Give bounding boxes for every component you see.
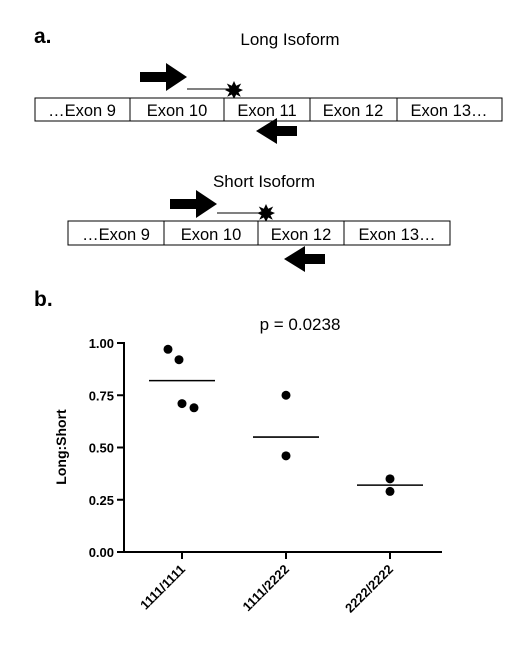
y-tick-label: 0.00 — [89, 545, 114, 560]
data-point — [177, 399, 187, 409]
panel-b-label: b. — [34, 288, 53, 311]
y-tick-label: 0.75 — [89, 388, 114, 403]
long-reverse-primer-arrow — [256, 118, 297, 144]
long-exon-label-1: …Exon 9 — [48, 102, 116, 120]
short-isoform: Short Isoform …Exon 9 Exon 10 Exon 12 Ex… — [67, 172, 451, 272]
short-exon-box-4 — [343, 220, 451, 246]
y-axis-label: Long:Short — [53, 409, 69, 485]
long-probe-star-icon — [225, 81, 243, 99]
long-isoform: Long Isoform …Exon 9 Exon 10 Exon 11 Exo… — [34, 30, 503, 144]
long-forward-primer-arrow — [140, 63, 187, 91]
short-exon-label-3: Exon 12 — [271, 226, 332, 244]
x-tick-label: 1111/2222 — [240, 562, 293, 615]
long-exon-label-5: Exon 13… — [410, 102, 487, 120]
data-point — [189, 403, 199, 413]
short-exon-label-1: …Exon 9 — [82, 226, 150, 244]
p-value-annotation: p = 0.0238 — [260, 315, 341, 334]
scatter-plot: Long:Short 0.00 0.25 0.50 0.75 1.00 1111/111… — [53, 336, 442, 616]
short-forward-primer-arrow — [170, 190, 217, 218]
data-point — [281, 451, 291, 461]
long-exon-box-5 — [396, 97, 503, 122]
panel-a-label: a. — [34, 25, 52, 48]
short-exon-box-3 — [257, 220, 345, 246]
short-exon-label-4: Exon 13… — [358, 226, 435, 244]
y-tick-label: 0.25 — [89, 493, 114, 508]
data-point — [281, 390, 291, 400]
long-exon-label-2: Exon 10 — [147, 102, 208, 120]
y-tick-label: 1.00 — [89, 336, 114, 351]
x-axis-ticks: 1111/1111 1111/2222 2222/2222 — [137, 552, 396, 616]
long-isoform-title: Long Isoform — [240, 30, 339, 49]
long-exon-label-4: Exon 12 — [323, 102, 384, 120]
data-point — [163, 344, 173, 354]
data-point — [174, 355, 184, 365]
short-isoform-title: Short Isoform — [213, 172, 315, 191]
data-point — [385, 474, 395, 484]
data-marks — [149, 344, 423, 496]
short-reverse-primer-arrow — [284, 246, 325, 272]
data-point — [385, 486, 395, 496]
y-tick-label: 0.50 — [89, 441, 114, 456]
y-axis-ticks: 0.00 0.25 0.50 0.75 1.00 — [89, 336, 124, 560]
x-tick-label: 2222/2222 — [342, 562, 396, 616]
short-exon-label-2: Exon 10 — [181, 226, 242, 244]
long-exon-label-3: Exon 11 — [237, 102, 296, 120]
short-exon-box-1 — [67, 220, 165, 246]
x-tick-label: 1111/1111 — [137, 562, 188, 613]
short-probe-star-icon — [257, 204, 275, 222]
